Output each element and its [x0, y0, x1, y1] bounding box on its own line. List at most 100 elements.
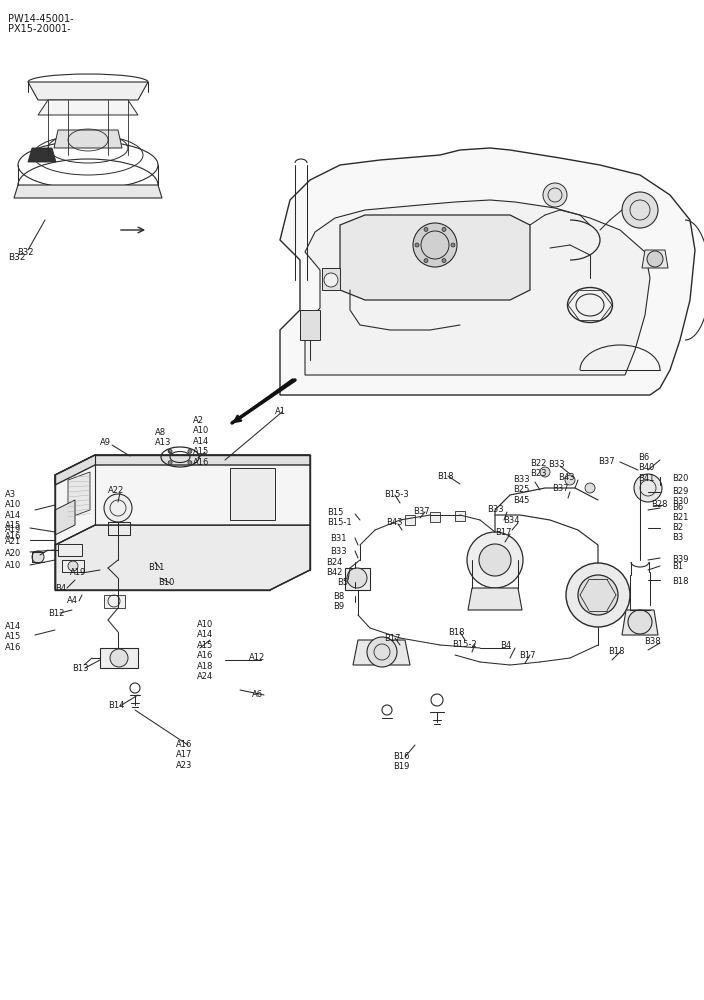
Circle shape	[442, 259, 446, 263]
Text: B37: B37	[598, 457, 615, 466]
Circle shape	[168, 461, 172, 465]
Text: B1: B1	[672, 562, 683, 571]
Polygon shape	[62, 560, 84, 572]
Circle shape	[451, 243, 455, 247]
Text: B6
B40
B41: B6 B40 B41	[638, 453, 655, 483]
Text: A8
A13: A8 A13	[155, 428, 171, 447]
Text: B28: B28	[651, 500, 667, 509]
Text: B24
B42: B24 B42	[326, 558, 342, 577]
Circle shape	[110, 649, 128, 667]
Text: B18: B18	[448, 628, 465, 637]
Polygon shape	[468, 588, 522, 610]
Text: A9: A9	[100, 438, 111, 447]
Text: B22
B23: B22 B23	[530, 459, 546, 478]
Circle shape	[543, 183, 567, 207]
Polygon shape	[280, 148, 695, 395]
Text: B31: B31	[330, 534, 346, 543]
Polygon shape	[345, 568, 370, 590]
Circle shape	[188, 449, 192, 453]
Text: A10
A14
A15
A16
A18
A24: A10 A14 A15 A16 A18 A24	[197, 620, 213, 681]
Text: B17: B17	[384, 634, 401, 643]
Circle shape	[628, 610, 652, 634]
Polygon shape	[455, 511, 465, 521]
Circle shape	[367, 637, 397, 667]
Text: A16
A17
A23: A16 A17 A23	[176, 740, 192, 770]
Text: A12: A12	[249, 653, 265, 662]
Text: PW14-45001-: PW14-45001-	[8, 14, 74, 24]
Circle shape	[415, 243, 419, 247]
Polygon shape	[430, 512, 440, 522]
Polygon shape	[68, 472, 90, 518]
Circle shape	[424, 227, 428, 231]
Circle shape	[442, 227, 446, 231]
Text: B4: B4	[500, 641, 511, 650]
Circle shape	[479, 544, 511, 576]
Circle shape	[347, 568, 367, 588]
Polygon shape	[14, 185, 162, 198]
Polygon shape	[58, 544, 82, 556]
Circle shape	[647, 251, 663, 267]
Text: B6
B21: B6 B21	[672, 503, 689, 522]
Circle shape	[467, 532, 523, 588]
Polygon shape	[55, 455, 310, 545]
Text: B38: B38	[644, 637, 660, 646]
Text: B20: B20	[672, 474, 689, 483]
Text: B37: B37	[413, 507, 429, 516]
Polygon shape	[340, 215, 530, 300]
Text: A4: A4	[67, 596, 78, 605]
Text: A2
A10
A14
A15
A16: A2 A10 A14 A15 A16	[193, 416, 209, 467]
Polygon shape	[104, 595, 125, 608]
Circle shape	[104, 494, 132, 522]
Text: A22: A22	[108, 486, 124, 495]
Text: A19: A19	[5, 525, 21, 534]
Text: B17: B17	[519, 651, 536, 660]
Polygon shape	[38, 100, 138, 115]
Polygon shape	[405, 515, 415, 525]
Text: B4: B4	[55, 584, 66, 593]
Text: B33: B33	[487, 505, 503, 514]
Circle shape	[566, 563, 630, 627]
Text: B13: B13	[72, 664, 89, 673]
Circle shape	[32, 551, 44, 563]
Text: A20: A20	[5, 549, 21, 558]
Circle shape	[634, 474, 662, 502]
Circle shape	[413, 223, 457, 267]
Polygon shape	[300, 310, 320, 340]
Text: B15-2: B15-2	[452, 640, 477, 649]
Text: B17: B17	[495, 528, 512, 537]
Text: B37: B37	[552, 484, 569, 493]
Polygon shape	[230, 468, 275, 520]
Polygon shape	[353, 640, 410, 665]
Text: B15-3: B15-3	[384, 490, 409, 499]
Text: A3
A10
A14
A15
A16: A3 A10 A14 A15 A16	[5, 490, 21, 541]
Circle shape	[424, 259, 428, 263]
Polygon shape	[28, 82, 148, 100]
Circle shape	[324, 273, 338, 287]
Polygon shape	[55, 500, 75, 535]
Polygon shape	[55, 455, 310, 485]
Polygon shape	[322, 268, 340, 290]
Text: B8
B9: B8 B9	[333, 592, 344, 611]
Text: B18: B18	[672, 577, 689, 586]
Polygon shape	[305, 200, 650, 375]
Text: B34: B34	[503, 516, 520, 525]
Text: B15
B15-1: B15 B15-1	[327, 508, 351, 527]
Text: B5: B5	[337, 578, 348, 587]
Text: B16
B19: B16 B19	[393, 752, 410, 771]
Text: B32: B32	[8, 253, 25, 262]
Polygon shape	[622, 610, 658, 635]
Circle shape	[168, 449, 172, 453]
Text: B14: B14	[108, 701, 125, 710]
Circle shape	[565, 475, 575, 485]
Circle shape	[622, 192, 658, 228]
Text: B11: B11	[148, 563, 164, 572]
Circle shape	[540, 467, 550, 477]
Text: B10: B10	[158, 578, 175, 587]
Text: A21: A21	[5, 537, 21, 546]
Text: A14
A15
A16: A14 A15 A16	[5, 622, 21, 652]
Text: B32: B32	[17, 248, 34, 257]
Text: B43: B43	[386, 518, 403, 527]
Polygon shape	[55, 525, 310, 590]
Text: B33
B25
B45: B33 B25 B45	[513, 475, 529, 505]
Text: A1: A1	[275, 407, 286, 416]
